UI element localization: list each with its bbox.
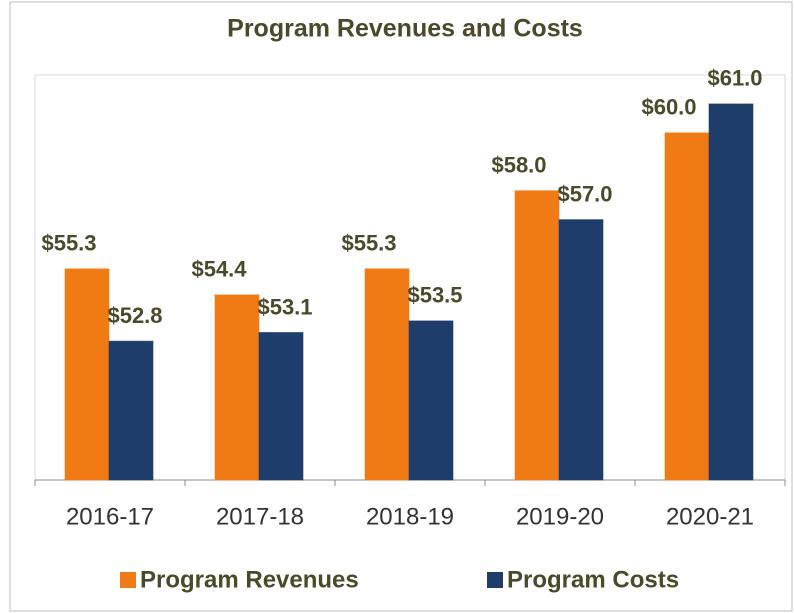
bar <box>64 268 110 481</box>
x-tick-label: 2018-19 <box>366 503 454 530</box>
bar <box>558 219 604 481</box>
value-label: $57.0 <box>557 181 612 206</box>
x-tick-label: 2016-17 <box>66 503 154 530</box>
legend-swatch <box>120 572 136 588</box>
value-label: $53.1 <box>257 294 312 319</box>
x-tick-label: 2019-20 <box>516 503 604 530</box>
chart-title: Program Revenues and Costs <box>227 15 583 43</box>
value-label: $58.0 <box>491 153 546 178</box>
value-label: $55.3 <box>41 231 96 256</box>
legend-swatch <box>487 572 503 588</box>
bar <box>258 331 304 481</box>
bar <box>364 268 410 481</box>
bar <box>408 320 454 481</box>
legend-label: Program Costs <box>507 566 679 593</box>
bar <box>214 294 260 481</box>
value-label: $60.0 <box>641 95 696 120</box>
value-label: $54.4 <box>191 257 247 282</box>
bar <box>708 103 754 481</box>
value-label: $61.0 <box>707 66 762 91</box>
bar <box>664 132 710 481</box>
value-label: $53.5 <box>407 283 462 308</box>
bar <box>108 340 154 481</box>
chart-frame <box>9 1 793 612</box>
legend-label: Program Revenues <box>140 566 359 593</box>
x-tick-label: 2017-18 <box>216 503 304 530</box>
x-tick-label: 2020-21 <box>666 503 754 530</box>
value-label: $52.8 <box>107 303 162 328</box>
bar <box>514 190 560 481</box>
value-label: $55.3 <box>341 231 396 256</box>
